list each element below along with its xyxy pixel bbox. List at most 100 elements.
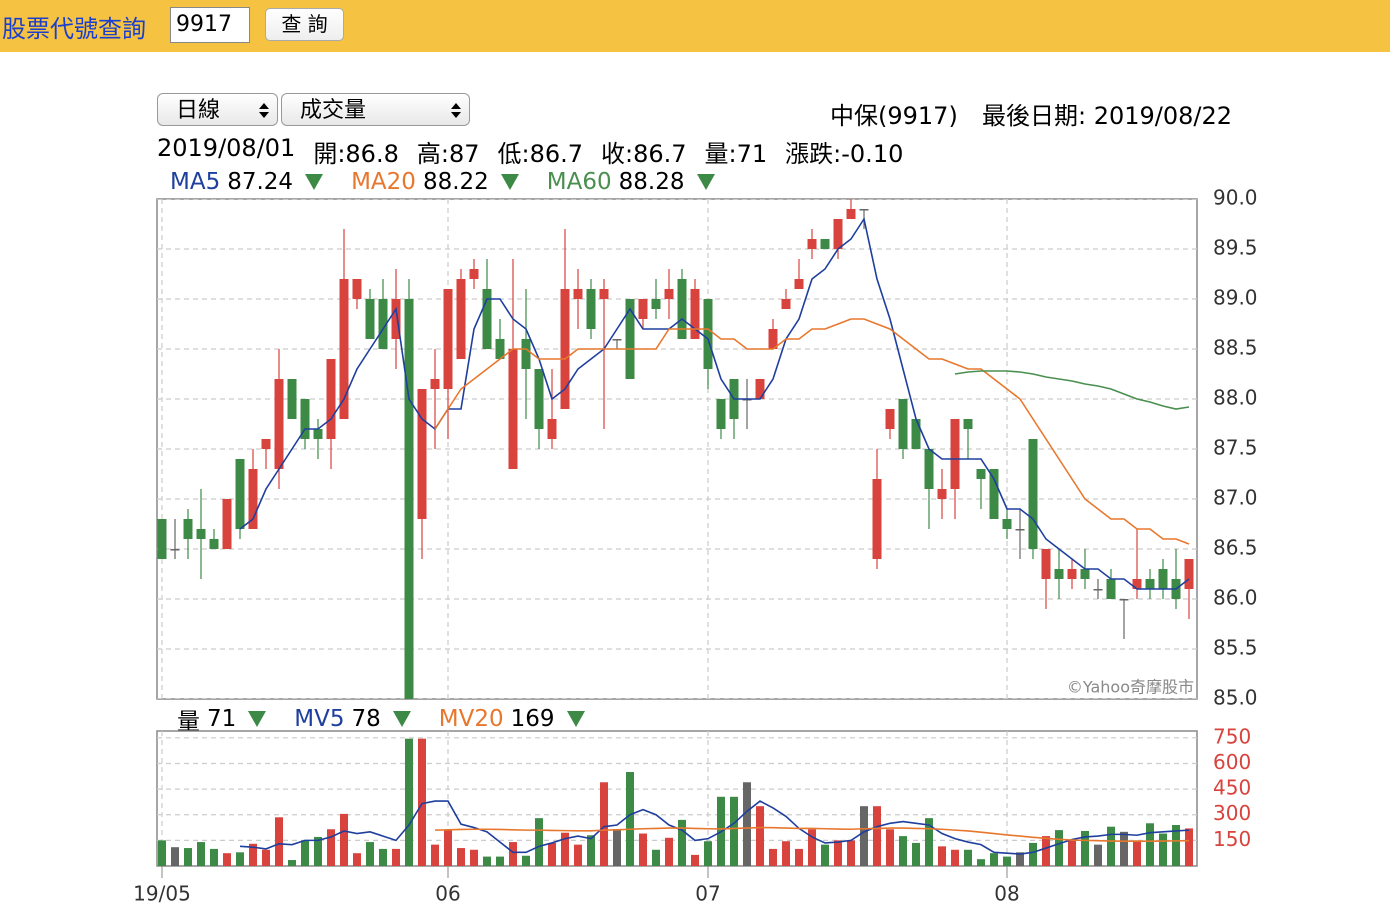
y-tick-label: 600 <box>1213 750 1251 774</box>
candle-body <box>1080 569 1090 579</box>
volume-bar <box>1081 830 1089 866</box>
legend-name: MA20 <box>351 169 416 195</box>
candle-body <box>1132 579 1142 589</box>
y-tick-label: 87.0 <box>1213 486 1258 510</box>
average-line <box>239 800 1190 855</box>
legend-value: 88.28 <box>618 169 685 195</box>
legend-name: MA60 <box>546 169 612 195</box>
volume-bar <box>925 818 933 866</box>
candle-body <box>313 429 323 439</box>
volume-bar <box>821 844 829 866</box>
volume-bar <box>1042 836 1050 866</box>
y-tick-label: 90.0 <box>1213 186 1258 210</box>
candle-body <box>1002 519 1012 529</box>
candle-body <box>781 299 791 309</box>
volume-bar <box>561 832 569 866</box>
volume-legend: 量 71 MV5 78 MV20 169 <box>177 702 613 736</box>
volume-bar <box>262 849 270 866</box>
volume-bar <box>912 842 920 866</box>
volume-bar <box>1055 830 1063 866</box>
candle-body <box>1067 569 1077 579</box>
legend-toggle[interactable] <box>305 174 324 190</box>
volume-bar <box>509 842 517 866</box>
candle-body <box>430 379 440 389</box>
volume-bar <box>1094 844 1102 866</box>
volume-bar <box>184 848 192 866</box>
y-tick-label: 85.5 <box>1213 636 1258 660</box>
candle-body <box>183 519 193 539</box>
average-line <box>954 370 1190 410</box>
y-tick-label: 85.0 <box>1213 686 1258 710</box>
candle-body <box>651 299 661 309</box>
legend-item: MA60 88.28 <box>547 169 715 195</box>
x-tick-label: 19/05 <box>133 882 191 906</box>
volume-bar <box>236 852 244 866</box>
candle-body <box>352 279 362 299</box>
legend-toggle[interactable] <box>392 711 411 727</box>
candle-body <box>469 269 479 279</box>
volume-bar <box>964 849 972 866</box>
volume-bar <box>1068 840 1076 866</box>
info-item: 低:86.7 <box>497 140 584 168</box>
volume-bar <box>197 842 205 866</box>
candle-body <box>235 459 245 529</box>
candle-body <box>417 389 427 519</box>
volume-bar <box>691 854 699 866</box>
toolbar-label: 股票代號查詢 <box>2 15 146 43</box>
candle-body <box>898 399 908 449</box>
legend-toggle[interactable] <box>500 174 519 190</box>
volume-bar <box>340 813 348 866</box>
volume-bar <box>899 836 907 866</box>
volume-bar <box>405 738 413 866</box>
legend-toggle[interactable] <box>566 711 585 727</box>
candle-body <box>339 279 349 419</box>
volume-bar <box>639 833 647 866</box>
candle-body <box>495 339 505 359</box>
volume-bar <box>678 819 686 866</box>
volume-bar <box>652 849 660 866</box>
candle-body <box>573 289 583 299</box>
volume-bar <box>743 782 751 866</box>
info-item: 量:71 <box>704 140 768 168</box>
y-tick-label: 300 <box>1213 801 1251 825</box>
legend-item: MV20 169 <box>439 706 585 732</box>
volume-bar <box>613 829 621 866</box>
y-tick-label: 89.5 <box>1213 236 1258 260</box>
volume-bar <box>704 841 712 866</box>
volume-bar <box>1107 826 1115 866</box>
code-input[interactable]: 9917 <box>170 7 250 43</box>
volume-bar <box>522 855 530 866</box>
info-item: 開:86.8 <box>313 140 399 168</box>
volume-bar <box>288 860 296 866</box>
volume-bar <box>275 817 283 866</box>
y-tick-label: 89.0 <box>1213 286 1258 310</box>
period-select[interactable]: 日線 <box>157 93 278 126</box>
info-item: 漲跌:-0.10 <box>785 140 904 168</box>
candle-body <box>261 439 271 449</box>
candle-body <box>677 279 687 339</box>
indicator-select[interactable]: 成交量 <box>281 93 470 126</box>
candle-body <box>1184 559 1194 589</box>
candle-body <box>274 379 284 469</box>
legend-toggle[interactable] <box>248 711 267 727</box>
volume-bar <box>860 806 868 866</box>
candle-body <box>547 419 557 439</box>
candle-body <box>612 339 622 341</box>
candle-body <box>508 349 518 469</box>
legend-value: 169 <box>510 706 555 732</box>
y-tick-label: 150 <box>1213 827 1251 851</box>
legend-toggle[interactable] <box>696 174 715 190</box>
legend-name: MV20 <box>438 706 504 732</box>
candle-body <box>560 289 570 409</box>
candle-body <box>1158 569 1168 589</box>
candle-body <box>950 419 960 489</box>
candle-body <box>1041 549 1051 579</box>
volume-bar <box>886 829 894 866</box>
info-item: 2019/08/01 <box>157 134 296 162</box>
query-button[interactable]: 查 詢 <box>265 8 344 41</box>
candle-body <box>599 289 609 299</box>
legend-name: MV5 <box>294 706 345 732</box>
volume-bar <box>392 848 400 866</box>
